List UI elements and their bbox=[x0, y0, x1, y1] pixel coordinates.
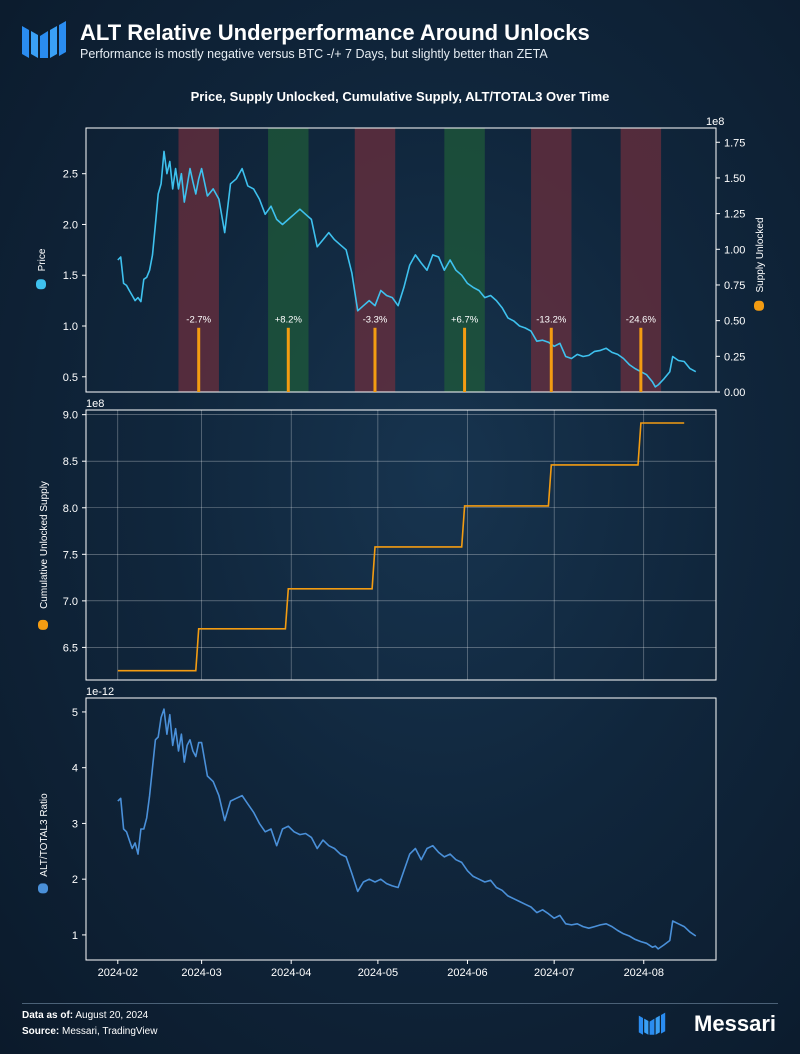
cumulative-y-tick-label: 9.0 bbox=[63, 410, 78, 422]
ratio-line bbox=[117, 708, 697, 950]
x-tick-label: 2024-07 bbox=[534, 967, 574, 979]
grid-layer bbox=[86, 410, 716, 680]
supply-y-tick-label: 1.00 bbox=[724, 244, 745, 256]
supply-y-tick-label: 0.50 bbox=[724, 316, 745, 328]
price-y-tick-label: 2.5 bbox=[63, 169, 78, 181]
cumulative-y-tick-label: 7.5 bbox=[63, 549, 78, 561]
cumulative-axis-title-text: Cumulative Unlocked Supply bbox=[39, 481, 50, 609]
supply-axis-title-text: Supply Unlocked bbox=[755, 217, 766, 292]
supply-unlock-bar bbox=[197, 327, 201, 392]
ratio-y-tick-label: 1 bbox=[72, 930, 78, 942]
supply-y-tick-label: 0.75 bbox=[724, 280, 745, 292]
chart-canvas: Price, Supply Unlocked, Cumulative Suppl… bbox=[36, 89, 766, 979]
supply-y-tick-label: 1.75 bbox=[724, 137, 745, 149]
plot-title: Price, Supply Unlocked, Cumulative Suppl… bbox=[191, 89, 610, 104]
supply-unlock-bar bbox=[286, 327, 290, 392]
price-y-tick-label: 0.5 bbox=[63, 372, 78, 384]
supply-y-tick-label: 1.25 bbox=[724, 209, 745, 221]
supply-unlock-bar bbox=[373, 327, 377, 392]
price-axis-title: Price bbox=[36, 248, 48, 290]
supply-unlock-bar bbox=[639, 327, 643, 392]
unlock-bars-layer bbox=[197, 327, 643, 392]
supply-offset-label: 1e8 bbox=[706, 116, 724, 128]
window-pct-label: -3.3% bbox=[363, 315, 388, 326]
cumulative-y-tick-label: 8.5 bbox=[63, 456, 78, 468]
brand-footer: Messari bbox=[636, 1011, 776, 1037]
x-tick-label: 2024-03 bbox=[181, 967, 221, 979]
ratio-axis-title-text: ALT/TOTAL3 Ratio bbox=[39, 793, 50, 877]
x-tick-label: 2024-04 bbox=[271, 967, 311, 979]
source-value: Messari, TradingView bbox=[62, 1026, 158, 1037]
x-tick-label: 2024-05 bbox=[358, 967, 398, 979]
x-tick-label: 2024-06 bbox=[447, 967, 487, 979]
ratio-axis-title: ALT/TOTAL3 Ratio bbox=[38, 793, 50, 894]
supply-unlock-bar bbox=[549, 327, 553, 392]
supply-unlock-bar bbox=[463, 327, 467, 392]
panel-3-frame bbox=[85, 697, 717, 961]
window-pct-label: -24.6% bbox=[626, 315, 657, 326]
series-layer bbox=[117, 150, 697, 950]
footer-divider bbox=[22, 1003, 778, 1004]
cumulative-axis-title: Cumulative Unlocked Supply bbox=[38, 481, 50, 630]
source-label: Source: bbox=[22, 1026, 60, 1037]
messari-brand-icon bbox=[638, 1012, 666, 1035]
ratio-axis-title-legend-dot bbox=[38, 883, 48, 894]
panel-2-frame bbox=[85, 409, 717, 681]
window-pct-label: +8.2% bbox=[275, 315, 303, 326]
price-axis-title-legend-dot bbox=[36, 279, 46, 290]
supply-axis-legend-dot bbox=[754, 300, 764, 311]
supply-axis-title: Supply Unlocked bbox=[754, 217, 766, 311]
price-y-tick-label: 1.0 bbox=[63, 321, 78, 333]
cumulative-offset-label: 1e8 bbox=[86, 398, 104, 410]
ratio-y-tick-label: 3 bbox=[72, 818, 78, 830]
x-tick-label: 2024-02 bbox=[98, 967, 138, 979]
price-y-tick-label: 2.0 bbox=[63, 219, 78, 231]
price-axis-title-text: Price bbox=[37, 248, 48, 271]
x-tick-label: 2024-08 bbox=[624, 967, 664, 979]
ratio-offset-label: 1e-12 bbox=[86, 686, 114, 698]
messari-logo-icon bbox=[22, 21, 66, 58]
cumulative-axis-title-legend-dot bbox=[38, 619, 48, 630]
unlock-window-bands bbox=[178, 128, 662, 392]
ratio-y-tick-label: 4 bbox=[72, 763, 78, 775]
price-y-tick-label: 1.5 bbox=[63, 270, 78, 282]
window-pct-label: -13.2% bbox=[536, 315, 567, 326]
window-pct-label: +6.7% bbox=[451, 315, 479, 326]
ratio-y-tick-label: 2 bbox=[72, 874, 78, 886]
supply-y-tick-label: 0.25 bbox=[724, 351, 745, 363]
data-as-of-value: August 20, 2024 bbox=[75, 1010, 149, 1021]
ratio-y-tick-label: 5 bbox=[72, 707, 78, 719]
price-line bbox=[117, 150, 697, 388]
cumulative-y-tick-label: 6.5 bbox=[63, 642, 78, 654]
data-as-of-label: Data as of: bbox=[22, 1010, 74, 1021]
brand-name: Messari bbox=[694, 1011, 776, 1036]
axes-layer bbox=[82, 127, 720, 964]
supply-y-tick-label: 0.00 bbox=[724, 387, 745, 399]
panel-1-frame bbox=[85, 127, 717, 393]
window-pct-label: -2.7% bbox=[186, 315, 211, 326]
header: ALT Relative Underperformance Around Unl… bbox=[22, 18, 782, 66]
footer-source: Source: Messari, TradingView bbox=[22, 1026, 157, 1037]
chart-main-title: ALT Relative Underperformance Around Unl… bbox=[80, 20, 590, 45]
cumulative-supply-line bbox=[117, 422, 685, 672]
labels-layer: 0.5 1.0 1.5 2.0 2.5 0.00 0.25 0.50 0.75 1.00 1.25 1… bbox=[36, 116, 766, 979]
chart-subtitle: Performance is mostly negative versus BT… bbox=[80, 47, 548, 61]
supply-y-tick-label: 1.50 bbox=[724, 173, 745, 185]
cumulative-y-tick-label: 7.0 bbox=[63, 596, 78, 608]
cumulative-y-tick-label: 8.0 bbox=[63, 503, 78, 515]
footer-data-as-of: Data as of: August 20, 2024 bbox=[22, 1010, 148, 1021]
